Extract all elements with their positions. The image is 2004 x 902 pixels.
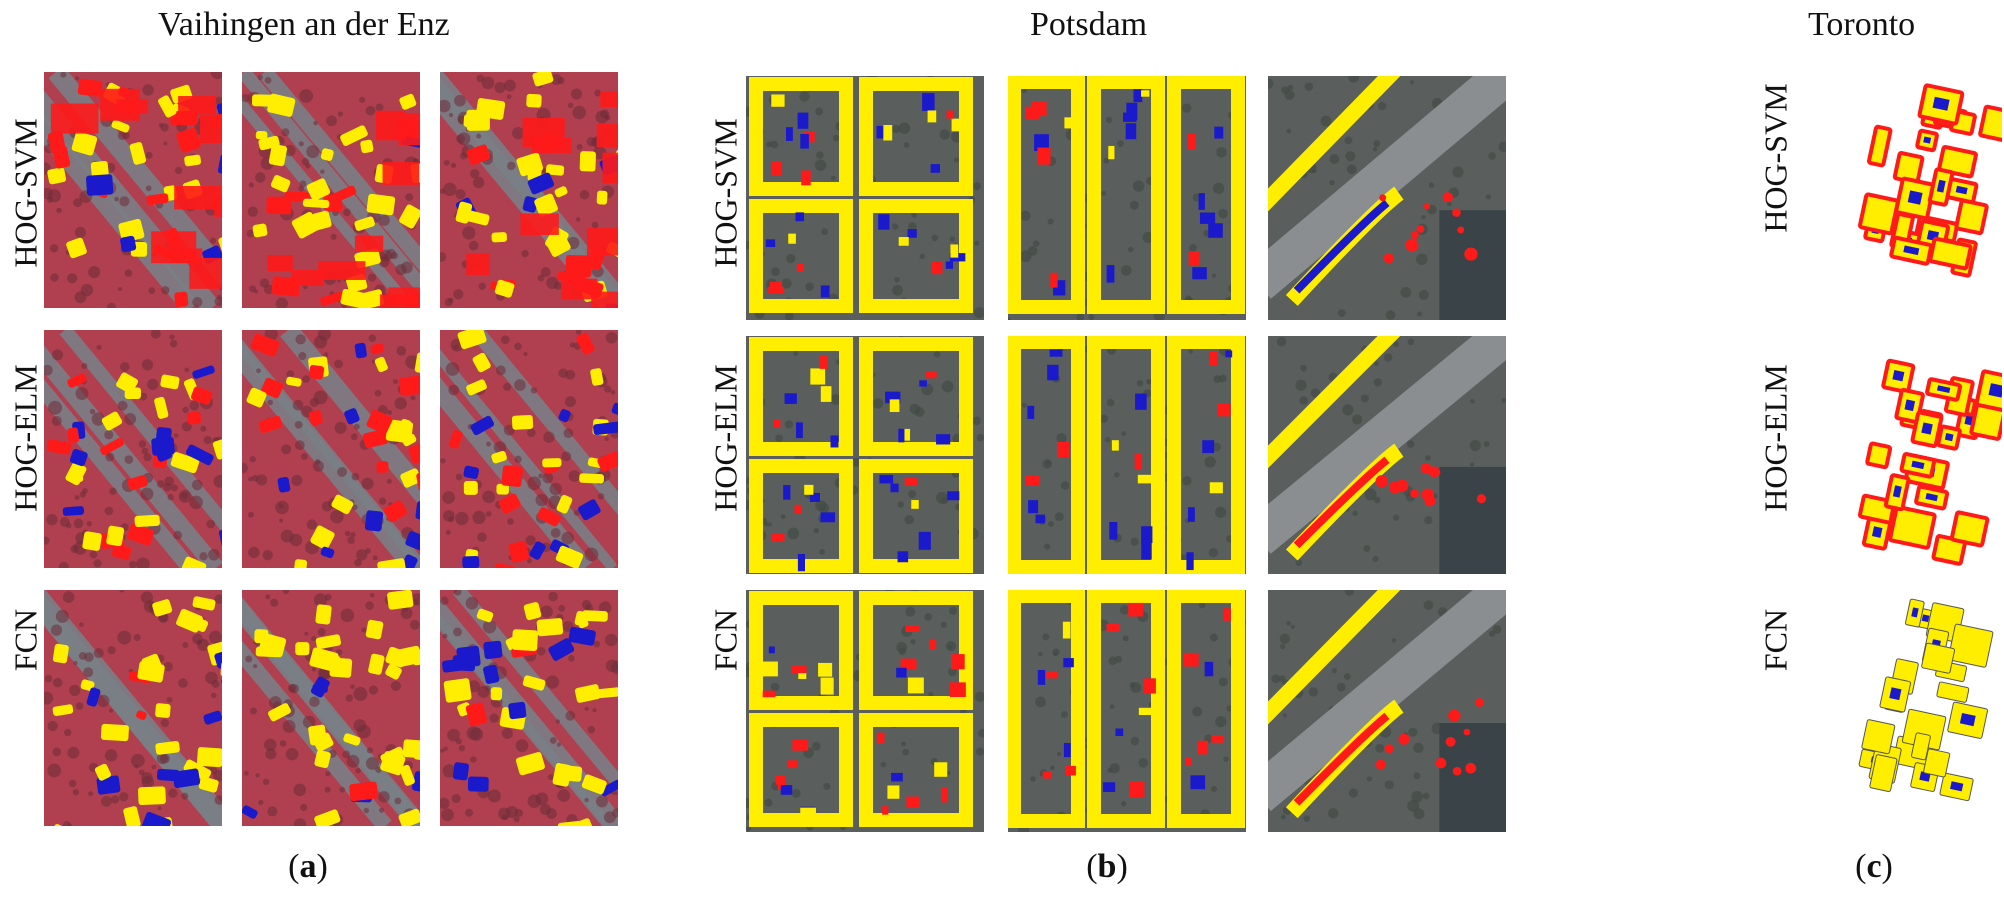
potsdam-fcn-panel-2 — [1008, 590, 1246, 832]
vaihingen-hog-elm-image-1 — [44, 330, 222, 568]
vaihingen-hog-svm-image-3 — [440, 72, 618, 308]
vaihingen-hog-svm-image-2 — [242, 72, 420, 308]
row-label-hog-elm: HOG-ELM — [1757, 364, 1794, 512]
vaihingen-hog-elm-panel-3 — [440, 330, 618, 568]
vaihingen-fcn-panel-3 — [440, 590, 618, 826]
vaihingen-fcn-panel-2 — [242, 590, 420, 826]
group-title-potsdam: Potsdam — [1030, 6, 1148, 43]
row-label-fcn: FCN — [707, 608, 744, 672]
vaihingen-hog-elm-panel-2 — [242, 330, 420, 568]
vaihingen-hog-svm-panel-2 — [242, 72, 420, 308]
vaihingen-hog-elm-image-3 — [440, 330, 618, 568]
row-label-hog-svm: HOG-SVM — [7, 118, 44, 268]
potsdam-hog-svm-image-2 — [1008, 76, 1246, 320]
caption-b: (b) — [1086, 848, 1128, 885]
row-label-hog-svm: HOG-SVM — [1757, 83, 1794, 233]
toronto-hog-elm-image-1 — [1854, 336, 2002, 576]
toronto-hog-svm-image-1 — [1854, 68, 2002, 300]
potsdam-hog-svm-panel-3 — [1268, 76, 1506, 320]
row-label-hog-elm: HOG-ELM — [7, 364, 44, 512]
row-label-fcn: FCN — [7, 608, 44, 672]
potsdam-fcn-panel-1 — [746, 590, 984, 832]
vaihingen-fcn-image-1 — [44, 590, 222, 826]
vaihingen-hog-elm-panel-1 — [44, 330, 222, 568]
toronto-hog-svm-panel-1 — [1854, 68, 2002, 300]
potsdam-fcn-panel-3 — [1268, 590, 1506, 832]
potsdam-hog-svm-image-3 — [1268, 76, 1506, 320]
row-label-hog-elm: HOG-ELM — [707, 364, 744, 512]
vaihingen-hog-elm-image-2 — [242, 330, 420, 568]
vaihingen-hog-svm-image-1 — [44, 72, 222, 308]
vaihingen-fcn-panel-1 — [44, 590, 222, 826]
row-label-fcn: FCN — [1757, 608, 1794, 672]
caption-a: (a) — [288, 848, 328, 885]
potsdam-hog-svm-image-1 — [746, 76, 984, 320]
group-title-toronto: Toronto — [1808, 6, 1916, 43]
potsdam-fcn-image-3 — [1268, 590, 1506, 832]
potsdam-hog-elm-image-2 — [1008, 336, 1246, 574]
potsdam-hog-elm-panel-2 — [1008, 336, 1246, 574]
toronto-fcn-image-1 — [1854, 590, 2002, 814]
potsdam-fcn-image-1 — [746, 590, 984, 832]
vaihingen-hog-svm-panel-3 — [440, 72, 618, 308]
vaihingen-hog-svm-panel-1 — [44, 72, 222, 308]
potsdam-hog-elm-panel-3 — [1268, 336, 1506, 574]
potsdam-hog-svm-panel-2 — [1008, 76, 1246, 320]
group-title-vaihingen: Vaihingen an der Enz — [158, 6, 450, 43]
potsdam-hog-elm-panel-1 — [746, 336, 984, 574]
toronto-hog-elm-panel-1 — [1854, 336, 2002, 576]
vaihingen-fcn-image-2 — [242, 590, 420, 826]
potsdam-hog-svm-panel-1 — [746, 76, 984, 320]
potsdam-fcn-image-2 — [1008, 590, 1246, 832]
row-label-hog-svm: HOG-SVM — [707, 118, 744, 268]
toronto-fcn-panel-1 — [1854, 590, 2002, 814]
potsdam-hog-elm-image-3 — [1268, 336, 1506, 574]
vaihingen-fcn-image-3 — [440, 590, 618, 826]
caption-c: (c) — [1855, 848, 1893, 885]
potsdam-hog-elm-image-1 — [746, 336, 984, 574]
